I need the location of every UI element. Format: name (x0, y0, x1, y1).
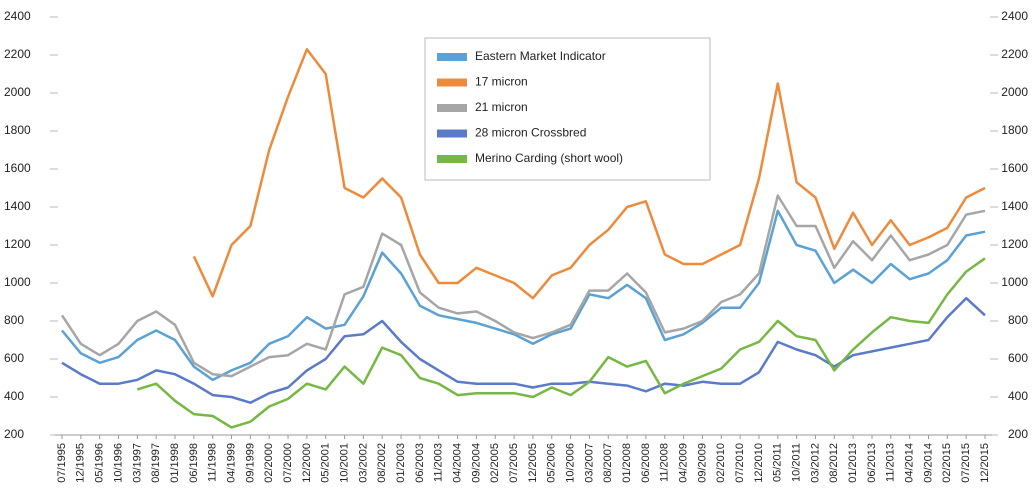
y2-tick-label: 1000 (1001, 275, 1028, 289)
x-tick-label: 12/1995 (75, 443, 87, 483)
y-tick-label: 200 (4, 427, 24, 441)
x-tick-label: 05/1996 (94, 443, 106, 483)
x-tick-label: 10/2006 (564, 443, 576, 483)
x-tick-label: 02/2005 (489, 443, 501, 483)
y2-tick-label: 1800 (1001, 123, 1028, 137)
legend-label: 28 micron Crossbred (475, 126, 586, 140)
x-tick-label: 07/2015 (960, 443, 972, 483)
x-tick-label: 08/2002 (376, 443, 388, 483)
x-tick-label: 01/2003 (395, 443, 407, 483)
x-tick-label: 04/2014 (904, 443, 916, 483)
series-line (60, 194, 986, 378)
y-tick-label: 400 (4, 389, 24, 403)
y2-tick-label: 400 (1008, 389, 1028, 403)
y2-tick-label: 600 (1008, 351, 1028, 365)
x-tick-label: 02/2010 (715, 443, 727, 483)
y-tick-label: 2400 (4, 9, 31, 23)
y2-tick-label: 2200 (1001, 47, 1028, 61)
x-tick-label: 12/2010 (753, 443, 765, 483)
x-tick-label: 06/2013 (866, 443, 878, 483)
x-tick-label: 10/2011 (791, 443, 803, 482)
x-tick-label: 04/2004 (451, 443, 463, 483)
series-line (61, 296, 986, 404)
x-tick-label: 04/1999 (225, 443, 237, 483)
x-tick-label: 05/2006 (546, 443, 558, 483)
y2-tick-label: 800 (1008, 313, 1028, 327)
legend-label: Merino Carding (short wool) (475, 151, 623, 165)
x-tick-label: 12/2000 (301, 443, 313, 483)
legend-label: 21 micron (475, 100, 528, 114)
x-tick-label: 06/2008 (640, 443, 652, 483)
x-tick-label: 12/2015 (979, 443, 991, 483)
x-tick-label: 03/2007 (583, 443, 595, 483)
x-tick-label: 04/2009 (678, 443, 690, 483)
x-tick-label: 11/1998 (207, 443, 219, 482)
legend-swatch (437, 104, 467, 112)
x-tick-label: 03/2012 (809, 443, 821, 483)
y2-tick-label: 1400 (1001, 199, 1028, 213)
legend: Eastern Market Indicator 17 micron 21 micr… (424, 37, 711, 181)
x-tick-label: 12/2005 (527, 443, 539, 483)
y2-tick-label: 200 (1008, 427, 1028, 441)
x-tick-label: 07/1995 (56, 443, 68, 483)
legend-box (424, 37, 711, 181)
y-tick-label: 2000 (4, 85, 31, 99)
x-tick-label: 11/2013 (885, 443, 897, 482)
x-tick-label: 03/1997 (131, 443, 143, 483)
x-tick-label: 01/1998 (169, 443, 181, 483)
x-tick-label: 08/2007 (602, 443, 614, 483)
x-tick-label: 06/2003 (414, 443, 426, 483)
y-tick-label: 1800 (4, 123, 31, 137)
y2-tick-label: 1200 (1001, 237, 1028, 251)
y-tick-label: 2200 (4, 47, 31, 61)
legend-label: Eastern Market Indicator (475, 49, 606, 63)
x-tick-label: 09/2009 (696, 443, 708, 483)
y2-tick-label: 2000 (1001, 85, 1028, 99)
legend-label: 17 micron (475, 75, 528, 89)
x-tick-label: 03/2002 (357, 443, 369, 483)
series-line (61, 209, 986, 382)
x-tick-label: 07/2005 (508, 443, 520, 483)
x-tick-label: 07/2010 (734, 443, 746, 483)
y2-tick-label: 2400 (1001, 9, 1028, 23)
x-tick-label: 09/2004 (470, 443, 482, 483)
legend-swatch (437, 53, 467, 61)
x-tick-label: 11/2003 (433, 443, 445, 482)
series-line (136, 257, 986, 429)
x-tick-label: 01/2008 (621, 443, 633, 483)
x-tick-label: 10/2001 (338, 443, 350, 483)
y-tick-label: 1000 (4, 275, 31, 289)
x-tick-label: 08/2012 (828, 443, 840, 483)
x-tick-label: 05/2011 (772, 443, 784, 482)
x-tick-label: 09/2014 (922, 443, 934, 483)
y2-tick-label: 1600 (1001, 161, 1028, 175)
series-line (192, 48, 986, 300)
y-tick-label: 1400 (4, 199, 31, 213)
legend-swatch (437, 78, 467, 87)
y-tick-label: 1200 (4, 237, 31, 251)
x-tick-label: 10/1996 (112, 443, 124, 483)
y-tick-label: 600 (4, 351, 24, 365)
x-tick-label: 07/2000 (282, 443, 294, 483)
legend-swatch (437, 129, 467, 138)
x-tick-label: 06/1998 (188, 443, 200, 483)
x-tick-label: 09/1999 (244, 443, 256, 483)
y-tick-label: 1600 (4, 161, 31, 175)
x-tick-label: 02/2015 (941, 443, 953, 483)
x-tick-label: 08/1997 (150, 443, 162, 483)
x-tick-label: 01/2013 (847, 443, 859, 483)
x-tick-label: 11/2008 (659, 443, 671, 482)
x-tick-label: 05/2001 (320, 443, 332, 483)
legend-swatch (437, 155, 467, 163)
x-tick-label: 02/2000 (263, 443, 275, 483)
y-tick-label: 800 (4, 313, 24, 327)
